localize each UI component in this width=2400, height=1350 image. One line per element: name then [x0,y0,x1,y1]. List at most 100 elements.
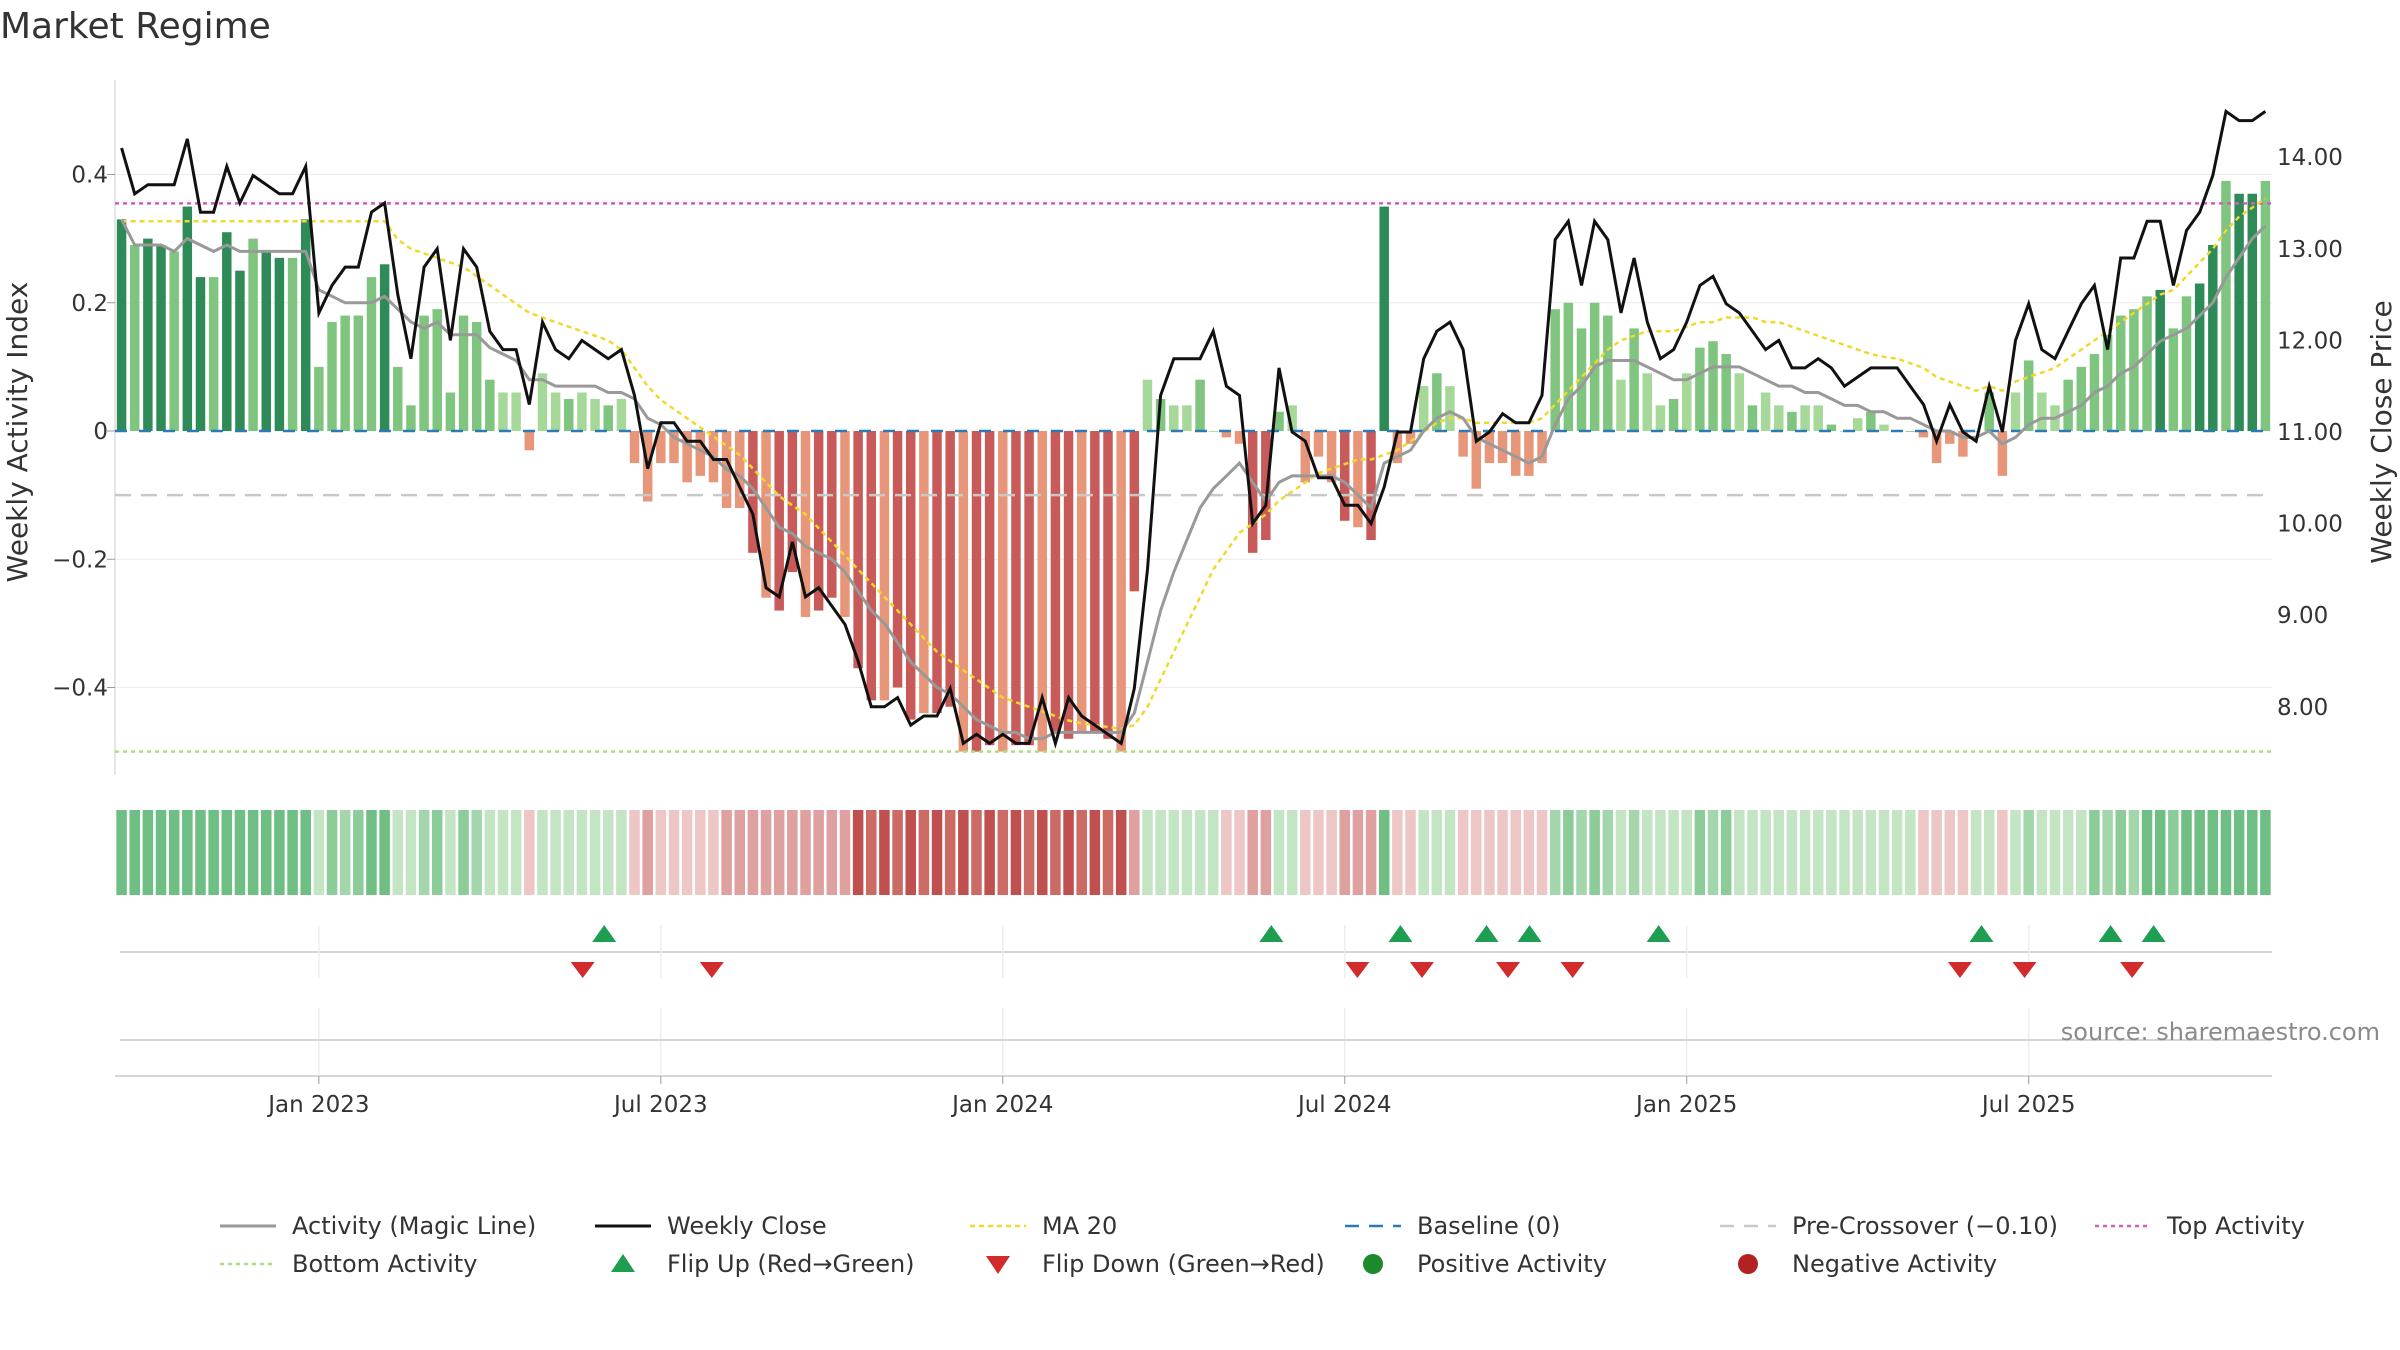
activity-bar [340,315,350,431]
regime-strip-cell [2049,810,2061,895]
activity-bar [1326,431,1337,483]
regime-strip-cell [287,810,298,895]
left-tick-label: −0.4 [52,676,108,702]
legend-swatch-positive [1363,1254,1383,1274]
regime-strip-cell [695,810,706,895]
activity-bar [537,373,548,431]
activity-bar [1247,431,1258,553]
activity-bar [1603,315,1613,431]
regime-strip-cell [1207,810,1219,895]
activity-bar [2023,360,2034,431]
activity-bar [2181,296,2192,431]
activity-bar [1852,418,1863,431]
activity-bar [222,232,232,431]
regime-strip-cell [1747,810,1758,895]
regime-strip-cell [2023,810,2034,895]
regime-strip-cell [655,810,667,895]
activity-bar [248,238,258,431]
legend-swatch-negative [1738,1254,1758,1274]
regime-strip-cell [1641,810,1653,895]
activity-bar [314,366,324,431]
regime-strip-cell [1405,810,1416,895]
activity-bar [800,431,811,617]
activity-bar [1747,405,1758,431]
activity-bar [393,366,403,431]
regime-strip-cell [2141,810,2153,895]
flip-up-marker [1474,925,1499,942]
flip-up-marker [2141,925,2166,942]
activity-bar [353,315,364,431]
activity-bar [1537,431,1547,464]
legend: Activity (Magic Line) Weekly Close MA 20 Ba… [220,1212,2305,1278]
activity-bar [1405,431,1416,444]
activity-bar [1550,309,1560,431]
activity-bar [2260,180,2271,431]
regime-strip-cell [142,810,154,895]
activity-bar [1629,328,1639,431]
regime-strip-cell [931,810,943,895]
series-lines [120,108,2267,749]
regime-strip-cell [1273,810,1285,895]
activity-bar [958,431,969,752]
activity-bar [1392,431,1403,464]
activity-bar [1931,431,1942,464]
regime-strip-cell [1378,810,1390,895]
activity-bar [287,257,298,431]
right-axis-ticks: 14.00 13.00 12.00 11.00 10.00 9.00 8.00 [2277,145,2343,721]
flip-down-marker [2012,962,2037,978]
regime-strip-cell [2076,810,2087,895]
activity-bar [905,431,916,720]
activity-bar [2102,334,2113,431]
activity-bar [182,206,193,431]
regime-strip-cell [1786,810,1798,895]
regime-strip-cell [1260,810,1272,895]
flip-down-marker [699,962,724,978]
legend-label: Baseline (0) [1417,1212,1560,1240]
regime-strip-cell [1760,810,1771,895]
regime-strip-cell [1734,810,1745,895]
regime-strip-cell [418,810,430,895]
activity-bar [616,398,627,431]
activity-bar [2010,392,2021,431]
regime-strip-cell [392,810,404,895]
regime-strip-cell [234,810,246,895]
activity-bar [866,431,877,701]
right-tick-label: 8.00 [2277,695,2328,721]
regime-strip-cell [1392,810,1403,895]
activity-bar [1063,431,1074,739]
activity-bar [1011,431,1021,746]
regime-strip-cell [2036,810,2048,895]
activity-bar [1681,373,1692,431]
regime-strip-cell [1668,810,1679,895]
regime-strip-cell [602,810,614,895]
regime-strip-cell [1549,810,1561,895]
regime-strip-cell [1694,810,1706,895]
regime-strip-cell [1115,810,1127,895]
activity-bar [1195,379,1205,431]
regime-strip-cell [589,810,601,895]
activity-bar [1445,386,1455,431]
activity-bar [1997,431,2008,476]
activity-bar [1826,424,1837,431]
regime-strip-cell [2260,810,2271,895]
regime-strip-cell [668,810,680,895]
activity-bar [1787,411,1797,431]
regime-strip-cell [563,810,575,895]
regime-strip-cell [445,810,456,895]
activity-bar [1471,431,1482,489]
activity-bar [1800,405,1810,431]
flip-up-marker [1259,925,1284,942]
activity-bar [432,309,442,431]
flip-markers-panel [120,925,2272,978]
regime-strip-cell [195,810,206,895]
regime-strip-cell [1457,810,1469,895]
x-tick-label: Jan 2025 [1634,1092,1737,1118]
regime-strip-cell [1576,810,1587,895]
regime-strip-cell [221,810,233,895]
regime-strip-cell [1010,810,1022,895]
activity-bar [485,379,495,431]
activity-bar [1642,373,1652,431]
regime-strip-cell [1234,810,1245,895]
regime-strip-cell [2010,810,2021,895]
regime-strip-cell [2220,810,2232,895]
